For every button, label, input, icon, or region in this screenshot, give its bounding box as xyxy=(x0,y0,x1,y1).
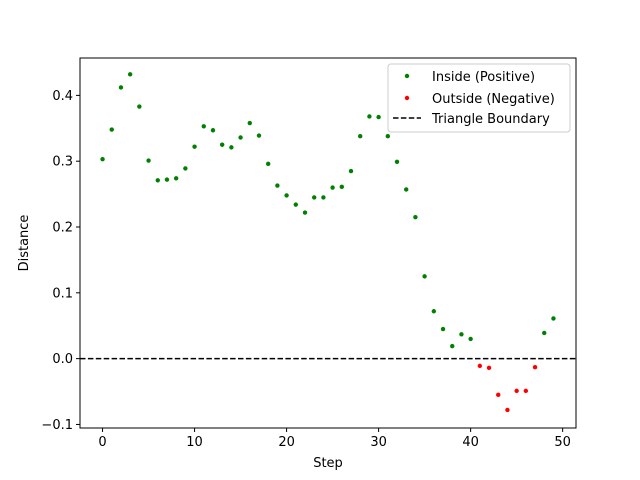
plot-area xyxy=(80,72,576,413)
legend-label-boundary: Triangle Boundary xyxy=(431,112,550,127)
data-point-inside xyxy=(275,183,280,188)
data-point-inside xyxy=(404,187,409,192)
data-point-inside xyxy=(440,326,446,332)
data-point-inside xyxy=(385,133,391,139)
data-point-inside xyxy=(431,309,437,314)
data-point-inside xyxy=(468,336,473,342)
legend-label-outside: Outside (Negative) xyxy=(432,92,555,107)
y-axis-label: Distance xyxy=(17,215,32,272)
data-point-inside xyxy=(358,133,363,139)
legend-marker-outside xyxy=(404,95,410,101)
data-point-outside xyxy=(486,365,492,371)
data-point-inside xyxy=(551,316,556,321)
data-point-inside xyxy=(312,195,317,200)
y-tick-label: 0.1 xyxy=(52,286,73,301)
y-tick-label: 0.2 xyxy=(52,221,73,236)
data-point-inside xyxy=(367,114,372,119)
data-point-inside xyxy=(219,142,225,147)
data-point-inside xyxy=(192,144,197,149)
y-tick-label: 0.4 xyxy=(52,89,73,104)
x-axis-label: Step xyxy=(313,456,343,471)
data-point-inside xyxy=(146,158,151,163)
data-point-inside xyxy=(321,195,326,200)
x-tick-label: 30 xyxy=(370,435,387,450)
data-point-inside xyxy=(293,202,298,207)
data-point-inside xyxy=(256,133,262,138)
data-point-inside xyxy=(413,214,418,220)
data-point-inside xyxy=(247,120,252,126)
data-point-inside xyxy=(339,184,344,190)
data-point-inside xyxy=(183,166,188,171)
data-point-inside xyxy=(155,178,160,183)
y-tick-label: 0.0 xyxy=(52,352,73,367)
legend-marker-inside xyxy=(404,73,410,79)
legend-box xyxy=(387,63,571,133)
data-point-inside xyxy=(164,177,170,182)
data-point-inside xyxy=(450,343,455,349)
legend-label-inside: Inside (Positive) xyxy=(432,70,535,85)
data-point-inside xyxy=(265,161,271,167)
data-point-inside xyxy=(118,85,124,90)
y-tick-label: −0.1 xyxy=(41,418,73,433)
y-tick-label: 0.3 xyxy=(52,155,73,170)
axes-frame xyxy=(79,57,577,429)
data-point-inside xyxy=(459,332,464,337)
x-tick-label: 20 xyxy=(278,435,295,450)
data-point-inside xyxy=(302,210,308,215)
data-point-inside xyxy=(109,127,114,132)
data-point-outside xyxy=(514,388,519,394)
data-point-inside xyxy=(229,145,234,150)
data-point-inside xyxy=(127,72,133,77)
data-point-inside xyxy=(238,135,243,140)
data-point-inside xyxy=(348,168,354,174)
data-point-inside xyxy=(210,128,216,133)
data-point-inside xyxy=(542,330,547,336)
data-point-inside xyxy=(376,114,381,120)
data-point-outside xyxy=(477,363,483,369)
data-point-outside xyxy=(505,407,510,413)
axis-ticks: 0 10 20 30 40 50 −0.1 0.0 0.1 0.2 0.3 0.4 xyxy=(41,89,571,450)
data-point-inside xyxy=(173,176,179,181)
x-tick-label: 40 xyxy=(462,435,479,450)
data-point-inside xyxy=(137,104,142,109)
data-point-outside xyxy=(523,388,529,394)
data-point-inside xyxy=(422,274,427,279)
data-point-inside xyxy=(201,124,206,129)
data-point-inside xyxy=(394,159,400,165)
data-point-inside xyxy=(100,157,105,162)
data-point-inside xyxy=(330,185,335,190)
x-tick-label: 0 xyxy=(98,435,106,450)
x-tick-label: 10 xyxy=(186,435,203,450)
data-point-inside xyxy=(284,193,289,198)
x-tick-label: 50 xyxy=(554,435,571,450)
data-point-outside xyxy=(532,364,538,370)
data-point-outside xyxy=(496,392,501,398)
legend: Inside (Positive) Outside (Negative) Tri… xyxy=(387,63,571,133)
